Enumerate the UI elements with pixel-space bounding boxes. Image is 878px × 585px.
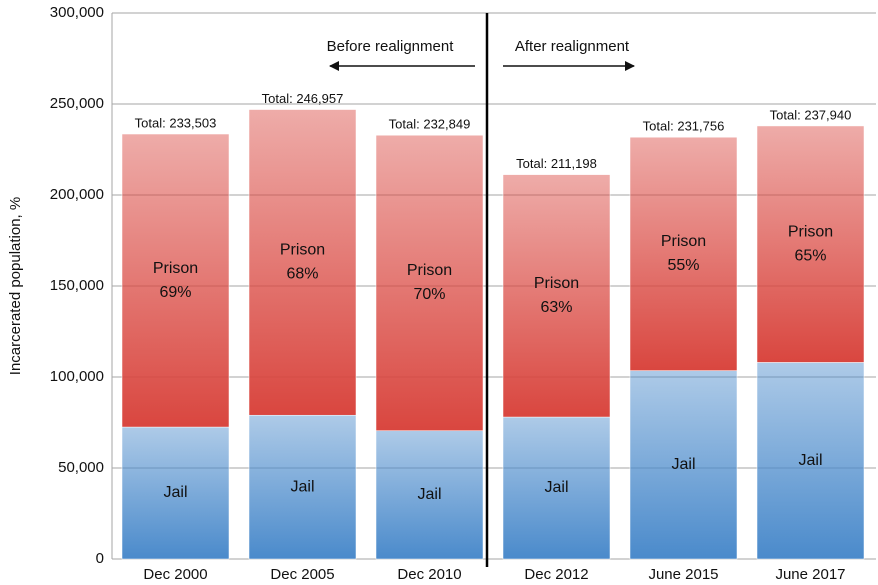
x-tick-label: June 2017 (775, 566, 845, 583)
segment-label: Jail (544, 479, 568, 496)
x-tick-label: Dec 2005 (270, 566, 334, 583)
x-tick-label: Dec 2000 (143, 566, 207, 583)
segment-label: Prison (153, 260, 198, 277)
total-label: Total: 233,503 (135, 115, 217, 130)
segment-share: 55% (667, 257, 699, 274)
annotation: Before realignment (327, 38, 455, 55)
bar-segment (756, 125, 865, 363)
bar-segment (629, 136, 738, 371)
bar-segment (502, 174, 611, 418)
total-label: Total: 211,198 (516, 156, 597, 171)
bar-segment (629, 370, 738, 560)
segment-label: Prison (280, 242, 325, 259)
y-tick-label: 200,000 (50, 186, 104, 203)
y-tick-label: 0 (96, 550, 104, 567)
segment-label: Jail (798, 452, 822, 469)
bar-segment (502, 416, 611, 560)
y-tick-label: 300,000 (50, 4, 104, 21)
bar-segment (248, 109, 357, 416)
segment-share: 69% (159, 284, 191, 301)
y-tick-label: 150,000 (50, 277, 104, 294)
y-tick-label: 50,000 (58, 459, 104, 476)
segment-label: Jail (290, 478, 314, 495)
segment-share: 65% (794, 247, 826, 264)
bar-segment (375, 134, 484, 431)
y-tick-label: 250,000 (50, 95, 104, 112)
segment-share: 63% (540, 299, 572, 316)
segment-label: Jail (417, 486, 441, 503)
bar-segment (248, 414, 357, 560)
y-axis-label: Incarcerated population, % (7, 197, 24, 375)
annotation: After realignment (515, 38, 630, 55)
segment-label: Prison (534, 275, 579, 292)
y-tick-label: 100,000 (50, 368, 104, 385)
total-label: Total: 231,756 (643, 119, 725, 134)
bar-segment (756, 362, 865, 560)
segment-share: 70% (413, 286, 445, 303)
segment-label: Prison (661, 233, 706, 250)
x-tick-label: Dec 2012 (524, 566, 588, 583)
segment-label: Jail (163, 484, 187, 501)
bar-segment (121, 426, 230, 560)
total-label: Total: 246,957 (262, 91, 344, 106)
bar-segment (375, 430, 484, 560)
total-label: Total: 237,940 (770, 107, 852, 122)
x-tick-label: June 2015 (648, 566, 718, 583)
segment-share: 68% (286, 266, 318, 283)
segment-label: Jail (671, 456, 695, 473)
x-tick-label: Dec 2010 (397, 566, 461, 583)
segment-label: Prison (407, 262, 452, 279)
segment-label: Prison (788, 223, 833, 240)
bar-segment (121, 133, 230, 428)
total-label: Total: 232,849 (389, 117, 471, 132)
